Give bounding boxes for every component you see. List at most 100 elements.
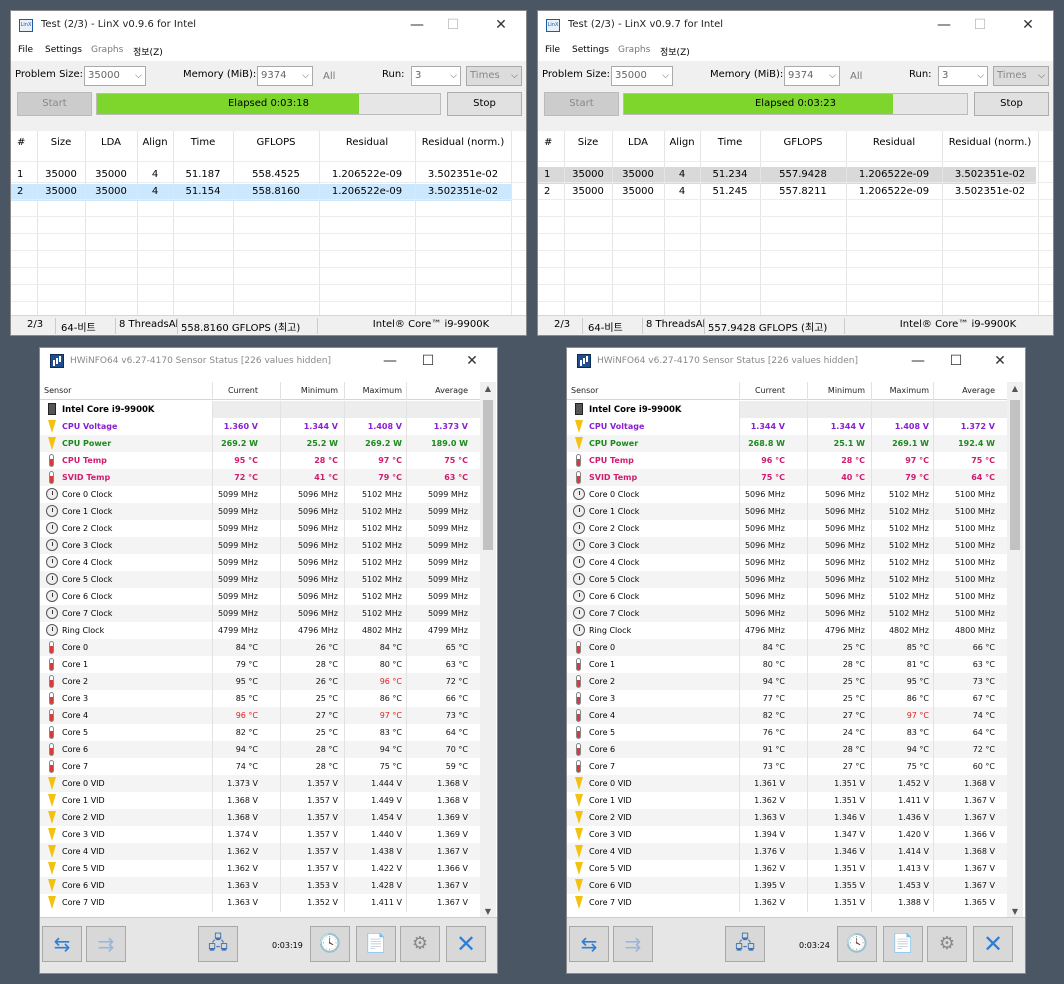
sensor-row[interactable]: Core 6 Clock 5099 MHz 5096 MHz 5102 MHz 5099… [40,588,480,605]
table-cell[interactable]: 2 [544,186,551,197]
title-bar[interactable]: LinX Test (2/3) - LinX v0.9.6 for Intel … [11,11,526,41]
minimize-button[interactable]: — [937,17,951,33]
run-unit-combo[interactable]: Times ⌵ [466,66,522,86]
sensor-row[interactable]: Core 3 85 °C 25 °C 86 °C 66 °C [40,690,480,707]
table-cell[interactable]: 3.502351e-02 [954,186,1026,197]
sensor-row[interactable]: Core 4 96 °C 27 °C 97 °C 73 °C [40,707,480,724]
table-cell[interactable]: 1 [17,169,24,180]
expand-arrows-button[interactable]: ⇆ [42,926,82,962]
column-header[interactable]: Time [190,137,216,148]
sensor-row[interactable]: Core 2 VID 1.368 V 1.357 V 1.454 V 1.369 V [40,809,480,826]
menu-file[interactable]: File [545,45,561,55]
sensor-row[interactable]: Intel Core i9-9900K [40,401,480,418]
sensor-row[interactable]: Ring Clock 4796 MHz 4796 MHz 4802 MHz 4800 M… [567,622,1007,639]
table-cell[interactable]: 1.206522e-09 [858,186,930,197]
menu-graphs[interactable]: Graphs [91,45,124,55]
table-cell[interactable]: 558.8160 [252,186,300,197]
network-button[interactable]: 🖧 [725,926,765,962]
sensor-row[interactable]: Core 5 VID 1.362 V 1.351 V 1.413 V 1.367 V [567,860,1007,877]
run-unit-combo[interactable]: Times ⌵ [993,66,1049,86]
sensor-row[interactable]: Core 2 Clock 5096 MHz 5096 MHz 5102 MHz 5100… [567,520,1007,537]
sensor-row[interactable]: Core 3 VID 1.374 V 1.357 V 1.440 V 1.369 V [40,826,480,843]
sensor-row[interactable]: Core 6 91 °C 28 °C 94 °C 72 °C [567,741,1007,758]
sensor-row[interactable]: Core 7 Clock 5096 MHz 5096 MHz 5102 MHz 5100… [567,605,1007,622]
table-cell[interactable]: 1.206522e-09 [331,169,403,180]
sensor-row[interactable]: Core 0 84 °C 26 °C 84 °C 65 °C [40,639,480,656]
close-button[interactable]: ✕ [495,17,507,33]
table-cell[interactable]: 35000 [45,169,77,180]
network-button[interactable]: 🖧 [198,926,238,962]
sensor-row[interactable]: Core 0 Clock 5099 MHz 5096 MHz 5102 MHz 5099… [40,486,480,503]
column-header[interactable]: LDA [101,137,121,148]
header-sensor[interactable]: Sensor [44,386,72,395]
sensor-row[interactable]: Ring Clock 4799 MHz 4796 MHz 4802 MHz 4799 M… [40,622,480,639]
sensor-row[interactable]: Core 6 Clock 5096 MHz 5096 MHz 5102 MHz 5100… [567,588,1007,605]
run-count-combo[interactable]: 3 ⌵ [411,66,461,86]
sensor-row[interactable]: SVID Temp 72 °C 41 °C 79 °C 63 °C [40,469,480,486]
sensor-row[interactable]: Core 3 VID 1.394 V 1.347 V 1.420 V 1.366 V [567,826,1007,843]
sensor-row[interactable]: CPU Temp 96 °C 28 °C 97 °C 75 °C [567,452,1007,469]
sensor-row[interactable]: Core 5 82 °C 25 °C 83 °C 64 °C [40,724,480,741]
sensor-row[interactable]: Core 0 Clock 5096 MHz 5096 MHz 5102 MHz 5100… [567,486,1007,503]
expand-arrows-button[interactable]: ⇆ [569,926,609,962]
column-header[interactable]: # [544,137,553,148]
column-header[interactable]: GFLOPS [783,137,823,148]
vertical-scrollbar[interactable]: ▲ ▼ [480,382,496,918]
header-minimum[interactable]: Minimum [827,386,865,395]
close-button[interactable]: ✕ [466,353,478,369]
maximize-button[interactable]: ☐ [973,17,987,33]
scroll-up-icon[interactable]: ▲ [484,384,492,393]
table-cell[interactable]: 557.9428 [779,169,827,180]
menu-info[interactable]: 정보(Z) [660,48,690,58]
sensor-row[interactable]: Core 4 Clock 5099 MHz 5096 MHz 5102 MHz 5099… [40,554,480,571]
column-header[interactable]: # [17,137,26,148]
table-cell[interactable]: 35000 [45,186,77,197]
start-button[interactable]: Start [17,92,92,116]
table-cell[interactable]: 3.502351e-02 [427,169,499,180]
column-header[interactable]: Size [50,137,72,148]
problem-size-combo[interactable]: 35000 ⌵ [611,66,673,86]
exit-button[interactable]: ✕ [446,926,486,962]
column-header[interactable]: Size [577,137,599,148]
minimize-button[interactable]: — [911,353,925,369]
maximize-button[interactable]: ☐ [446,17,460,33]
table-cell[interactable]: 51.187 [185,169,221,180]
sensor-row[interactable]: Core 3 Clock 5099 MHz 5096 MHz 5102 MHz 5099… [40,537,480,554]
table-cell[interactable]: 4 [151,186,159,197]
sensor-row[interactable]: Core 0 VID 1.373 V 1.357 V 1.444 V 1.368 V [40,775,480,792]
sensor-row[interactable]: Core 1 Clock 5099 MHz 5096 MHz 5102 MHz 5099… [40,503,480,520]
memory-combo[interactable]: 9374 ⌵ [784,66,840,86]
sensor-row[interactable]: Core 2 95 °C 26 °C 96 °C 72 °C [40,673,480,690]
sensor-row[interactable]: Core 7 Clock 5099 MHz 5096 MHz 5102 MHz 5099… [40,605,480,622]
sensor-row[interactable]: Core 5 Clock 5096 MHz 5096 MHz 5102 MHz 5100… [567,571,1007,588]
close-button[interactable]: ✕ [1022,17,1034,33]
table-cell[interactable]: 558.4525 [252,169,300,180]
sensor-row[interactable]: CPU Voltage 1.344 V 1.344 V 1.408 V 1.372 V [567,418,1007,435]
sensor-row[interactable]: Intel Core i9-9900K [567,401,1007,418]
sensor-row[interactable]: Core 7 VID 1.363 V 1.352 V 1.411 V 1.367 V [40,894,480,911]
minimize-button[interactable]: — [383,353,397,369]
table-cell[interactable]: 4 [678,186,686,197]
sensor-row[interactable]: Core 7 VID 1.362 V 1.351 V 1.388 V 1.365 V [567,894,1007,911]
sensor-row[interactable]: Core 7 74 °C 28 °C 75 °C 59 °C [40,758,480,775]
header-sensor[interactable]: Sensor [571,386,599,395]
table-cell[interactable]: 35000 [95,169,127,180]
column-header[interactable]: Align [669,137,695,148]
sensor-row[interactable]: Core 1 80 °C 28 °C 81 °C 63 °C [567,656,1007,673]
header-maximum[interactable]: Maximum [362,386,402,395]
sensor-row[interactable]: Core 4 Clock 5096 MHz 5096 MHz 5102 MHz 5100… [567,554,1007,571]
menu-info[interactable]: 정보(Z) [133,48,163,58]
scroll-thumb[interactable] [483,400,493,550]
table-cell[interactable]: 557.8211 [779,186,827,197]
header-current[interactable]: Current [227,386,258,395]
sensor-row[interactable]: Core 3 77 °C 25 °C 86 °C 67 °C [567,690,1007,707]
stop-button[interactable]: Stop [447,92,522,116]
scroll-up-icon[interactable]: ▲ [1011,384,1019,393]
collapse-arrows-button[interactable]: ⇉ [86,926,126,962]
column-header[interactable]: LDA [628,137,648,148]
table-cell[interactable]: 2 [17,186,24,197]
sensor-row[interactable]: Core 4 VID 1.362 V 1.357 V 1.438 V 1.367 V [40,843,480,860]
all-memory-option[interactable]: All [323,71,336,82]
table-cell[interactable]: 35000 [622,186,654,197]
maximize-button[interactable]: ☐ [421,353,435,369]
